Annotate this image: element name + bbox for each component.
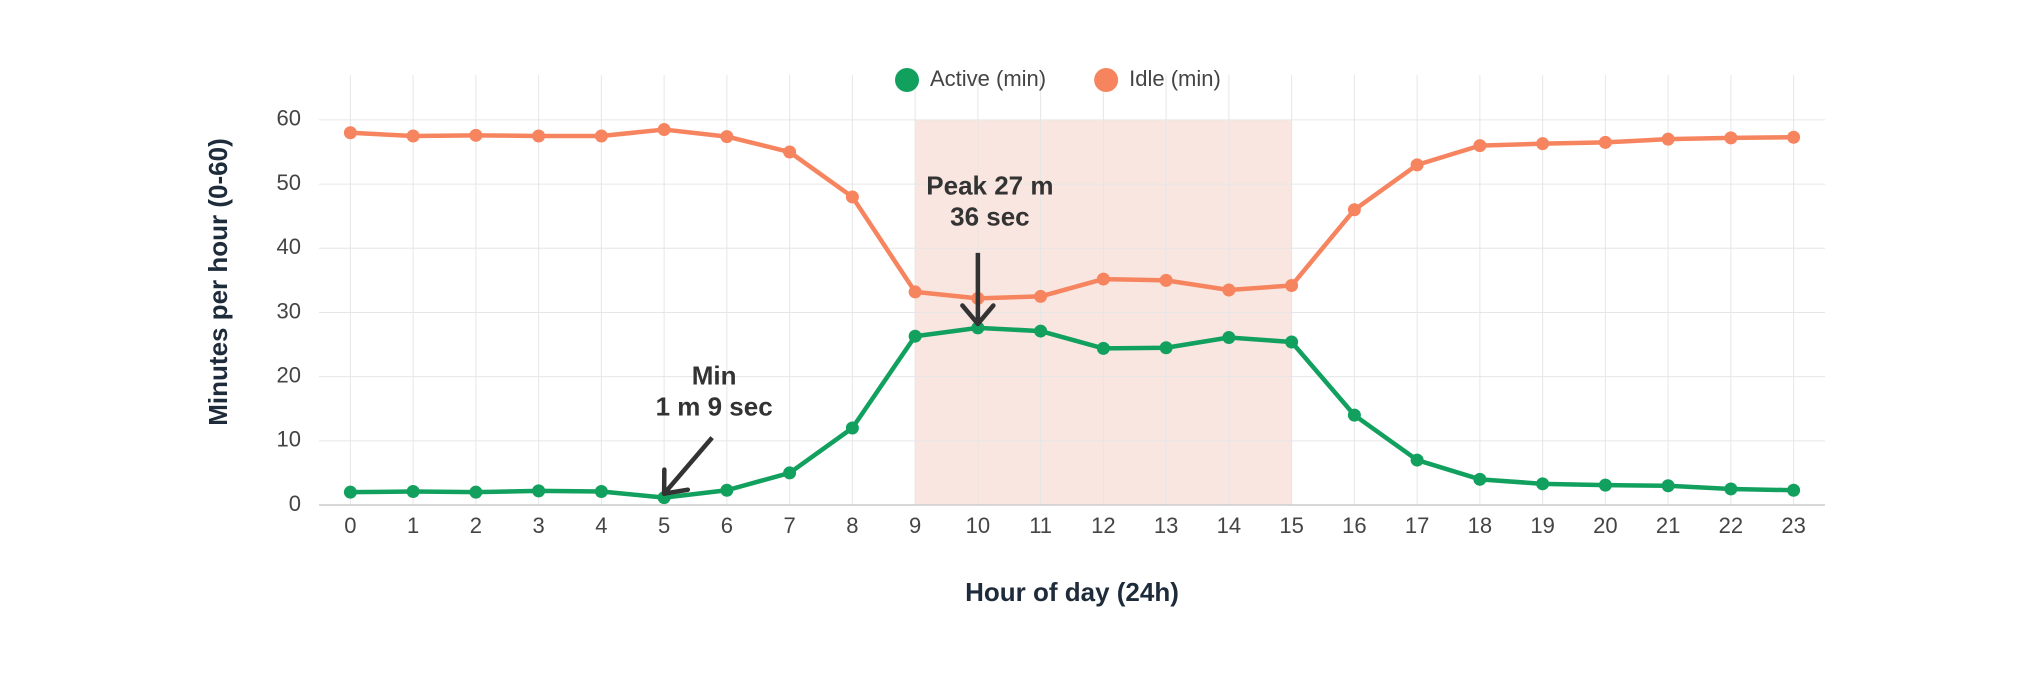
data-point bbox=[720, 130, 734, 144]
data-point bbox=[845, 190, 859, 204]
data-point bbox=[783, 145, 797, 159]
x-tick-label: 13 bbox=[1154, 513, 1178, 538]
data-point bbox=[1473, 139, 1487, 153]
data-point bbox=[1598, 478, 1612, 492]
data-point bbox=[1096, 272, 1110, 286]
x-tick-label: 4 bbox=[595, 513, 607, 538]
data-point bbox=[594, 485, 608, 499]
y-tick-label: 60 bbox=[277, 106, 301, 131]
data-point bbox=[1787, 483, 1801, 497]
data-point bbox=[532, 129, 546, 143]
series-line bbox=[350, 127, 1794, 301]
legend-label: Active (min) bbox=[930, 66, 1046, 91]
data-point bbox=[1473, 472, 1487, 486]
x-tick-label: 17 bbox=[1405, 513, 1429, 538]
x-tick-label: 7 bbox=[784, 513, 796, 538]
annotation-text: 36 sec bbox=[950, 202, 1030, 232]
x-tick-label: 15 bbox=[1279, 513, 1303, 538]
legend-item: Idle (min) bbox=[1094, 66, 1221, 92]
arrow-head bbox=[960, 303, 981, 327]
data-point bbox=[343, 126, 357, 140]
arrow-head bbox=[975, 303, 996, 327]
data-point bbox=[908, 329, 922, 343]
y-tick-label: 30 bbox=[277, 298, 301, 323]
data-point bbox=[1034, 324, 1048, 338]
x-tick-label: 8 bbox=[846, 513, 858, 538]
x-tick-label: 1 bbox=[407, 513, 419, 538]
data-point bbox=[1096, 341, 1110, 355]
data-point bbox=[720, 483, 734, 497]
x-tick-label: 19 bbox=[1530, 513, 1554, 538]
data-point bbox=[1787, 130, 1801, 144]
data-point bbox=[1285, 335, 1299, 349]
y-tick-label: 40 bbox=[277, 234, 301, 259]
data-point bbox=[532, 484, 546, 498]
x-axis-label: Hour of day (24h) bbox=[965, 577, 1179, 607]
x-tick-label: 14 bbox=[1217, 513, 1241, 538]
data-point bbox=[406, 485, 420, 499]
annotation-text: 1 m 9 sec bbox=[656, 391, 773, 421]
data-point bbox=[343, 485, 357, 499]
y-axis-label: Minutes per hour (0-60) bbox=[203, 138, 233, 425]
x-tick-label: 23 bbox=[1781, 513, 1805, 538]
y-tick-label: 10 bbox=[277, 427, 301, 452]
x-tick-label: 12 bbox=[1091, 513, 1115, 538]
data-point bbox=[1661, 132, 1675, 146]
series-line bbox=[350, 325, 1794, 500]
x-tick-label: 0 bbox=[344, 513, 356, 538]
x-tick-label: 6 bbox=[721, 513, 733, 538]
x-tick-label: 18 bbox=[1468, 513, 1492, 538]
data-point bbox=[1347, 408, 1361, 422]
data-point bbox=[1159, 273, 1173, 287]
x-tick-label: 11 bbox=[1029, 513, 1052, 538]
data-point bbox=[845, 421, 859, 435]
data-point bbox=[1347, 203, 1361, 217]
arrow-head bbox=[661, 487, 691, 496]
data-point bbox=[1724, 482, 1738, 496]
data-point bbox=[657, 123, 671, 137]
data-point bbox=[1159, 341, 1173, 355]
x-tick-label: 2 bbox=[470, 513, 482, 538]
legend-swatch bbox=[895, 68, 919, 92]
x-tick-label: 20 bbox=[1593, 513, 1617, 538]
x-tick-label: 5 bbox=[658, 513, 670, 538]
data-point bbox=[1536, 137, 1550, 151]
x-tick-label: 16 bbox=[1342, 513, 1366, 538]
data-point bbox=[1724, 131, 1738, 145]
y-tick-label: 0 bbox=[289, 491, 301, 516]
data-point bbox=[908, 285, 922, 299]
data-point bbox=[1034, 289, 1048, 303]
data-point bbox=[1222, 283, 1236, 297]
data-point bbox=[1410, 158, 1424, 172]
data-point bbox=[1410, 453, 1424, 467]
data-point bbox=[594, 129, 608, 143]
annotation-arrow bbox=[662, 436, 714, 496]
x-tick-label: 9 bbox=[909, 513, 921, 538]
x-tick-label: 22 bbox=[1719, 513, 1743, 538]
data-point bbox=[971, 321, 985, 335]
data-point bbox=[783, 466, 797, 480]
legend-item: Active (min) bbox=[895, 66, 1046, 92]
y-tick-label: 20 bbox=[277, 362, 301, 387]
annotation-text: Peak 27 m bbox=[926, 171, 1053, 201]
y-tick-label: 50 bbox=[277, 170, 301, 195]
data-point bbox=[1536, 477, 1550, 491]
data-point bbox=[469, 485, 483, 499]
x-tick-label: 21 bbox=[1656, 513, 1680, 538]
data-point bbox=[469, 128, 483, 142]
data-point bbox=[1285, 279, 1299, 293]
annotation-text: Min bbox=[692, 360, 737, 390]
legend-label: Idle (min) bbox=[1129, 66, 1221, 91]
data-point bbox=[1598, 135, 1612, 149]
legend-swatch bbox=[1094, 68, 1119, 92]
data-point bbox=[1661, 479, 1675, 493]
data-point bbox=[1222, 330, 1236, 344]
data-point bbox=[406, 129, 420, 143]
x-tick-label: 3 bbox=[533, 513, 545, 538]
x-tick-label: 10 bbox=[966, 513, 990, 538]
